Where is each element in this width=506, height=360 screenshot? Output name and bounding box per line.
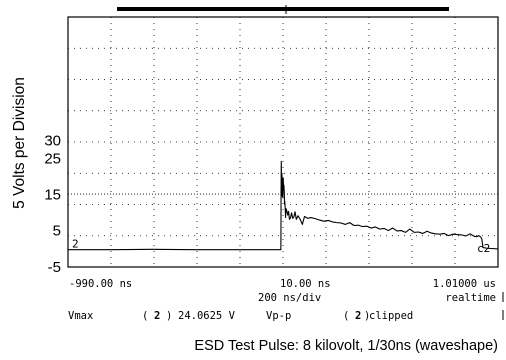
measurement-vpp: Vp-p ( 2 ) clipped [266, 310, 413, 322]
measurement-channel: 2 [154, 310, 160, 322]
measurement-paren-open: ( [343, 310, 349, 322]
measurement-paren-close: ) [166, 310, 172, 322]
y-tick-label: -5 [48, 259, 61, 276]
measurement-vmax: Vmax ( 2 ) 24.0625 V [68, 310, 236, 322]
trace-label: c2 [477, 242, 490, 255]
measurement-channel: 2 [355, 310, 361, 322]
trigger-window-bar [117, 7, 449, 11]
measurement-value: 24.0625 V [178, 310, 236, 322]
y-tick-label: 5 [53, 223, 61, 240]
y-tick-labels: 30 25 15 5 -5 [44, 132, 61, 275]
y-tick-label: 30 [44, 132, 61, 149]
chart-caption: ESD Test Pulse: 8 kilovolt, 1/30ns (wave… [194, 338, 498, 354]
waveform-trace [68, 160, 499, 251]
x-tick-label: 10.00 ns [280, 278, 331, 290]
measurement-name: Vp-p [266, 310, 291, 322]
x-tick-label: -990.00 ns [69, 278, 132, 290]
y-tick-label: 15 [44, 187, 61, 204]
measurement-paren-close: ) [364, 310, 370, 322]
channel-marker: 2 [72, 238, 79, 251]
y-axis-label: 5 Volts per Division [11, 77, 28, 209]
y-tick-label: 25 [44, 151, 61, 168]
measurement-value: clipped [369, 310, 413, 322]
timebase-label: 200 ns/div [258, 292, 321, 304]
mode-label: realtime [445, 292, 496, 304]
measurement-name: Vmax [68, 310, 93, 322]
measurement-paren-open: ( [142, 310, 148, 322]
x-tick-labels: -990.00 ns 10.00 ns 1.01000 us [69, 278, 496, 290]
x-tick-label: 1.01000 us [433, 278, 496, 290]
